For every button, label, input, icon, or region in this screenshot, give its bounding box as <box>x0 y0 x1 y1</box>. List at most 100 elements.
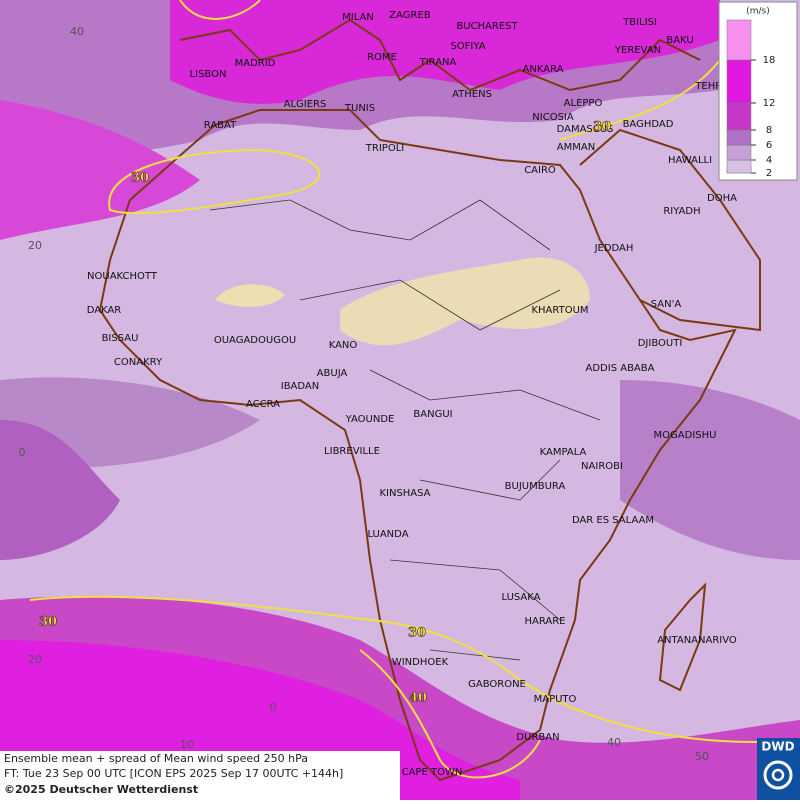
legend-color <box>726 144 752 161</box>
shade-zone <box>0 420 120 560</box>
legend-scale: 2 4 6 8 12 18 <box>726 19 776 179</box>
city-label: ANKARA <box>523 64 564 75</box>
city-label: JEDDAH <box>594 243 634 254</box>
footer-line: Ensemble mean + spread of Mean wind spee… <box>4 752 308 765</box>
city-label: LUSAKA <box>502 592 541 603</box>
city-label: NOUAKCHOTT <box>87 271 158 282</box>
city-label: ABUJA <box>317 368 348 379</box>
longitude-label: 10 <box>180 738 194 751</box>
footer-line: ©2025 Deutscher Wetterdienst <box>4 783 198 796</box>
city-label: KAMPALA <box>540 447 587 458</box>
city-label: DJIBOUTI <box>638 338 683 349</box>
city-label: KANO <box>329 340 358 351</box>
coastline <box>658 582 707 692</box>
legend-tick-label: 8 <box>766 125 772 136</box>
city-label: BAGHDAD <box>623 119 674 130</box>
city-label: MADRID <box>235 58 276 69</box>
legend-tick-label: 4 <box>766 155 772 166</box>
city-label: ZAGREB <box>389 10 431 21</box>
city-label: TIRANA <box>419 57 457 68</box>
city-label: GABORONE <box>468 679 526 690</box>
contour-label: 30 <box>408 626 426 641</box>
contour-line <box>29 595 800 743</box>
legend-unit: (m/s) <box>746 7 770 17</box>
city-label: LISBON <box>190 69 227 80</box>
city-label: HARARE <box>524 616 565 627</box>
contour-line <box>108 148 321 215</box>
shade-zone <box>170 0 720 104</box>
city-label: CONAKRY <box>114 357 163 368</box>
city-label: DURBAN <box>516 732 559 743</box>
legend-tick-label: 12 <box>763 98 776 109</box>
city-label: SAN'A <box>651 299 682 310</box>
longitude-label: 50 <box>695 750 709 763</box>
labels: MILAN ZAGREB BUCHAREST TBILISI BAKU LISBON MAD… <box>19 10 738 778</box>
city-label: LIBREVILLE <box>324 446 380 457</box>
coastline <box>579 128 761 332</box>
legend-color <box>726 159 752 174</box>
legend-tick-label: 6 <box>766 140 772 151</box>
city-label: BAKU <box>666 35 693 46</box>
contour-line <box>359 649 541 779</box>
city-label: TRIPOLI <box>365 143 404 154</box>
legend-color <box>726 102 752 131</box>
city-label: ALEPPO <box>564 98 603 109</box>
city-label: ALGIERS <box>284 99 327 110</box>
legend-color <box>726 59 752 104</box>
city-label: DAMASCUS <box>557 124 614 135</box>
city-label: YAOUNDE <box>345 414 395 425</box>
border <box>209 199 601 661</box>
longitude-label: 40 <box>607 736 621 749</box>
footer-box <box>0 751 400 800</box>
city-label: TUNIS <box>344 103 375 114</box>
city-label: WINDHOEK <box>392 657 449 668</box>
low-spread-area <box>340 257 590 346</box>
contour-label: 30 <box>39 615 57 630</box>
city-label: CAIRO <box>524 165 556 176</box>
city-label: IBADAN <box>281 381 320 392</box>
longitude-label: 0 <box>270 701 277 714</box>
city-label: RIYADH <box>663 206 700 217</box>
city-label: KINSHASA <box>379 488 430 499</box>
legend-tick-label: 2 <box>766 168 772 179</box>
contour-label: 30 <box>593 120 611 135</box>
city-label: NICOSIA <box>532 112 574 123</box>
footer-line: FT: Tue 23 Sep 00 UTC [ICON EPS 2025 Sep… <box>4 767 343 780</box>
city-label: BISSAU <box>102 333 139 344</box>
legend-tick-label: 18 <box>763 55 776 66</box>
city-label: HAWALLI <box>668 155 712 166</box>
logo-icon <box>763 760 793 790</box>
contour-label: 40 <box>409 691 427 706</box>
city-label: SOFIYA <box>450 41 485 52</box>
city-label: YEREVAN <box>614 45 661 56</box>
city-label: BANGUI <box>413 409 452 420</box>
coastline <box>179 18 701 92</box>
city-label: OUAGADOUGOU <box>214 335 296 346</box>
city-label: MOGADISHU <box>654 430 717 441</box>
city-label: ADDIS ABABA <box>586 363 655 374</box>
city-label: AMMAN <box>557 142 595 153</box>
city-label: MILAN <box>342 12 374 23</box>
city-label: BUJUMBURA <box>505 481 566 492</box>
contour-label: 30 <box>131 171 149 186</box>
city-label: RABAT <box>204 120 237 131</box>
city-label: NAIROBI <box>581 461 623 472</box>
city-label: DAKAR <box>87 305 122 316</box>
logo-icon <box>771 768 785 782</box>
city-label: BUCHAREST <box>456 21 518 32</box>
logo-text: DWD <box>761 740 794 754</box>
city-label: TEHRA <box>694 81 728 92</box>
legend-color <box>726 19 752 61</box>
city-label: ATHENS <box>452 89 492 100</box>
latitude-label: 0 <box>19 446 26 459</box>
city-label: KHARTOUM <box>531 305 588 316</box>
latitude-label: 20 <box>28 653 42 666</box>
city-label: DOHA <box>707 193 737 204</box>
low-spread-area <box>215 284 285 307</box>
city-label: ACCRA <box>246 399 280 410</box>
city-label: DAR ES SALAAM <box>572 515 654 526</box>
city-label: CAPE TOWN <box>402 767 463 778</box>
legend-color <box>726 129 752 146</box>
coastline <box>98 109 737 782</box>
